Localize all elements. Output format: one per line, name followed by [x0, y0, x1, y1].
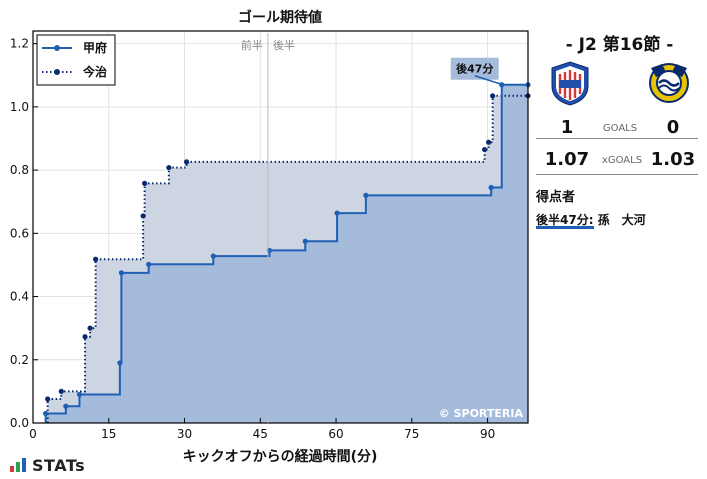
stats-logo-text: STATs	[32, 456, 86, 475]
scorer-entry: 後半47分: 孫 大河	[536, 213, 646, 227]
data-point-1-9	[481, 146, 488, 153]
match-panel: - J2 第16節 - 1 GOALS 0 1.07 xGOALS 1.03 得…	[532, 0, 707, 479]
plot-frame	[32, 30, 529, 424]
divider-2	[536, 174, 698, 175]
home-score: 1	[560, 117, 574, 138]
series-fill-0	[45, 84, 528, 423]
data-point-0-10	[363, 192, 369, 198]
data-point-1-11	[490, 93, 496, 99]
data-point-1-6	[142, 180, 148, 186]
series-fills	[45, 84, 529, 423]
kofu-crest-icon	[551, 61, 589, 106]
x-tick-label: 15	[101, 427, 116, 441]
legend-label-kofu: 甲府	[83, 40, 107, 55]
data-point-1-8	[183, 159, 190, 165]
imabari-crest-icon	[649, 63, 689, 103]
home-xg: 1.07	[544, 149, 590, 170]
goals-row: 1 GOALS 0	[532, 117, 702, 143]
away-score: 0	[666, 117, 680, 138]
stats-bars-icon	[10, 458, 26, 472]
y-tick-label: 1.0	[10, 100, 29, 114]
chart-title: ゴール期待値	[238, 9, 322, 26]
data-point-0-5	[146, 261, 152, 267]
data-point-0-9	[334, 210, 340, 216]
data-point-0-2	[76, 391, 83, 398]
series-markers	[43, 82, 531, 417]
watermark: © SPORTERIA	[439, 407, 524, 420]
legend-box	[36, 34, 116, 86]
goal-annotation: 後47分	[450, 57, 500, 85]
y-tick-label: 1.2	[10, 37, 29, 51]
data-point-1-2	[82, 334, 88, 340]
legend-marker-kofu	[54, 45, 60, 51]
data-point-1-1	[58, 388, 64, 394]
y-tick-label: 0.0	[10, 416, 29, 430]
divider-1	[536, 138, 698, 139]
data-point-0-0	[43, 410, 49, 417]
data-point-0-12	[499, 82, 505, 88]
axis-ticks: 0 15 30 45 60 75 90 0.0 0.2 0.4 0.6 0.8 1.0 1.2	[10, 37, 495, 441]
y-tick-label: 0.2	[10, 353, 29, 367]
data-point-0-11	[488, 184, 494, 191]
y-tick-label: 0.4	[10, 290, 29, 304]
data-point-1-3	[87, 325, 93, 331]
away-xg: 1.03	[650, 149, 696, 170]
xgoals-label: xGOALS	[601, 155, 643, 166]
legend-marker-imabari	[54, 69, 60, 75]
legend: 甲府 今治	[36, 34, 116, 86]
x-tick-label: 45	[253, 427, 268, 441]
x-tick-label: 90	[480, 427, 495, 441]
data-point-1-5	[140, 213, 146, 219]
data-point-0-3	[117, 360, 123, 366]
data-point-1-10	[486, 139, 492, 145]
xgoals-row: 1.07 xGOALS 1.03	[532, 149, 702, 175]
data-point-0-1	[63, 403, 69, 409]
data-point-1-7	[166, 164, 172, 171]
x-tick-label: 60	[328, 427, 343, 441]
data-point-0-4	[118, 270, 124, 276]
scorers-title: 得点者	[536, 190, 576, 205]
data-point-0-6	[210, 253, 216, 259]
x-tick-label: 0	[29, 427, 37, 441]
data-point-0-8	[302, 238, 308, 244]
round-title: - J2 第16節 -	[565, 35, 674, 55]
goals-label: GOALS	[602, 123, 638, 134]
legend-label-imabari: 今治	[82, 64, 107, 79]
y-tick-label: 0.6	[10, 226, 29, 240]
x-tick-label: 75	[404, 427, 419, 441]
x-tick-label: 30	[177, 427, 192, 441]
scorer-team-marker	[536, 226, 594, 229]
y-tick-label: 0.8	[10, 163, 29, 177]
goal-annotation-label: 後47分	[456, 62, 493, 76]
data-point-1-0	[45, 396, 51, 402]
data-point-1-4	[93, 256, 99, 262]
first-half-label: 前半	[241, 38, 263, 52]
second-half-label: 後半	[273, 38, 295, 52]
x-axis-label: キックオフからの経過時間(分)	[183, 448, 378, 465]
